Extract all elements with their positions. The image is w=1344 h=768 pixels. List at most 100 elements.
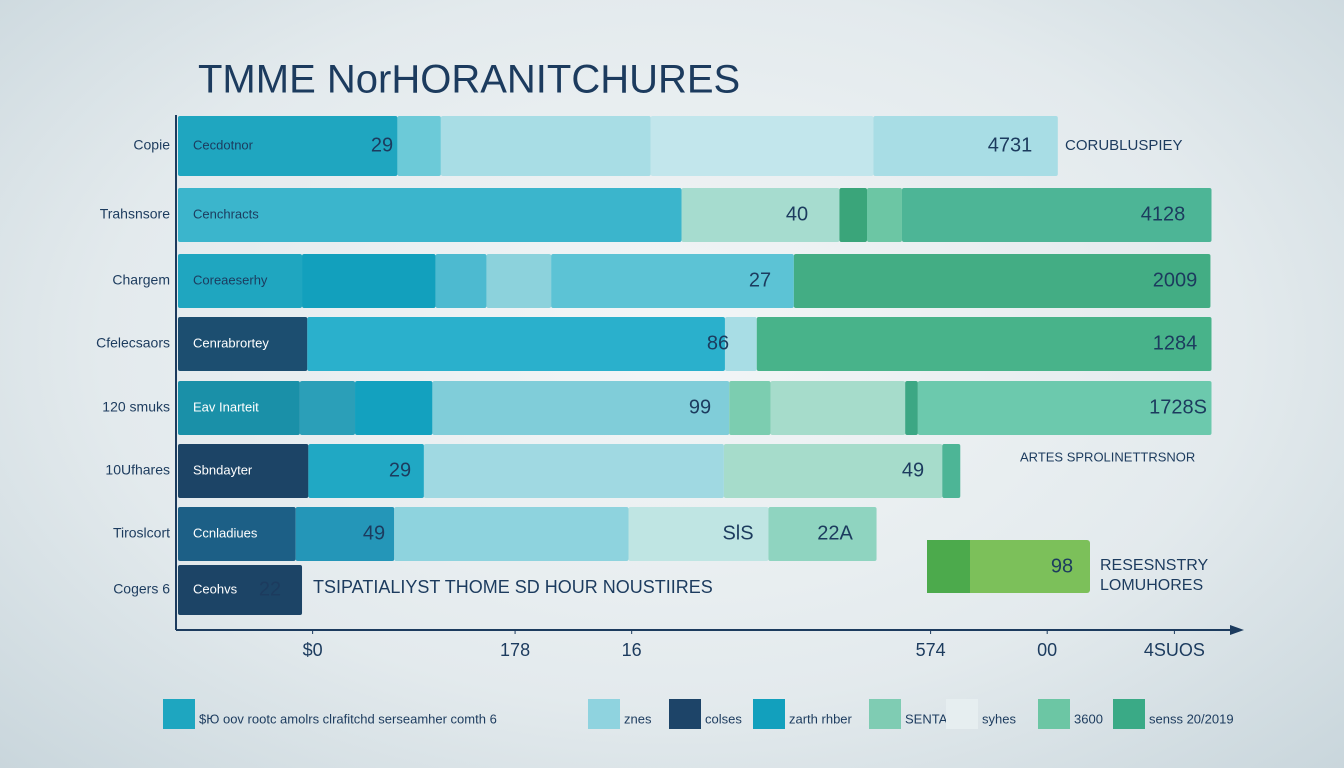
bar-text: 2009 <box>1153 269 1198 291</box>
legend-swatch <box>163 699 195 729</box>
legend-label: SENTA <box>905 711 948 726</box>
bar-segment <box>355 381 433 435</box>
category-label: Cogers 6 <box>113 581 170 597</box>
bar-text: 4731 <box>988 134 1033 156</box>
bar-segment <box>901 188 1212 242</box>
bar-segment <box>295 507 395 561</box>
bar-segment <box>423 444 724 498</box>
bar-segment <box>178 507 296 561</box>
legend-label: 3600 <box>1074 711 1103 726</box>
legend-swatch <box>1113 699 1145 729</box>
x-tick-label: $0 <box>303 640 323 660</box>
annotation: CORUBLUSPIEY <box>1065 137 1183 154</box>
bar-segment <box>308 444 424 498</box>
bar-segment <box>905 381 918 435</box>
bar-segment <box>839 188 867 242</box>
bar-segment <box>723 444 943 498</box>
x-tick-label: 178 <box>500 640 530 660</box>
bar-segment <box>681 188 840 242</box>
bar-inner-label: Ccnladiues <box>193 525 258 540</box>
bar-segment <box>178 116 398 176</box>
bar-segment <box>302 254 436 308</box>
bar-segment <box>440 116 651 176</box>
bar-text: 1728S <box>1149 396 1207 418</box>
bar-segment <box>435 254 487 308</box>
category-label: Cfelecsaors <box>96 335 170 351</box>
legend-swatch <box>946 699 978 729</box>
legend-swatch <box>1038 699 1070 729</box>
bar-segment <box>178 381 300 435</box>
bar-segment <box>299 381 356 435</box>
bar-segment <box>551 254 794 308</box>
bar-text: 27 <box>749 269 771 291</box>
bar-segment <box>724 317 757 371</box>
legend-swatch <box>669 699 701 729</box>
bar-segment <box>917 381 1212 435</box>
category-label: Chargem <box>112 272 170 288</box>
bar-inner-label: Cenchracts <box>193 206 259 221</box>
bar-text: 40 <box>786 203 808 225</box>
bar-segment <box>942 444 961 498</box>
bar-segment <box>178 317 308 371</box>
category-label: Copie <box>133 137 170 153</box>
bar-text: 4128 <box>1141 203 1186 225</box>
axis-arrow <box>1230 625 1244 635</box>
legend-swatch <box>753 699 785 729</box>
bar-segment <box>178 565 303 615</box>
bar-inner-label: Sbndayter <box>193 462 253 477</box>
category-label: Tiroslcort <box>113 525 170 541</box>
bar-segment <box>873 116 1058 176</box>
legend-label: znes <box>624 711 652 726</box>
bar-segment <box>432 381 730 435</box>
category-label: Trahsnsore <box>100 206 171 222</box>
legend-swatch <box>588 699 620 729</box>
legend-swatch <box>869 699 901 729</box>
x-tick-label: 16 <box>622 640 642 660</box>
bar-segment <box>650 116 874 176</box>
bar-text: 49 <box>363 522 385 544</box>
callout-box <box>927 540 970 593</box>
callout-label: RESESNSTRY <box>1100 557 1209 574</box>
bar-text: 49 <box>902 459 924 481</box>
legend-label: colses <box>705 711 742 726</box>
bar-segment <box>486 254 552 308</box>
bar-text: 29 <box>371 134 393 156</box>
bar-segment <box>628 507 769 561</box>
category-label: 120 smuks <box>102 399 170 415</box>
bar-text: 99 <box>689 396 711 418</box>
bar-inner-label: Cenrabrortey <box>193 335 269 350</box>
bar-segment <box>394 507 629 561</box>
bar-inner-label: Cecdotnor <box>193 137 254 152</box>
bar-text: 29 <box>389 459 411 481</box>
x-tick-label: 00 <box>1037 640 1057 660</box>
bar-segment <box>756 317 1212 371</box>
bar-text: 22 <box>259 578 281 600</box>
bar-segment <box>793 254 1211 308</box>
category-label: 10Ufhares <box>105 462 170 478</box>
bar-text: 1284 <box>1153 332 1198 354</box>
bar-segment <box>867 188 902 242</box>
bar-inner-label: Ceohvs <box>193 581 238 596</box>
bar-segment <box>178 188 682 242</box>
bar-text: 86 <box>707 332 729 354</box>
x-tick-label: 4SUOS <box>1144 640 1205 660</box>
bar-inner-label: Coreaeserhy <box>193 272 268 287</box>
legend-label: $Ю оov rootc amolrs clrafitchd serseamhe… <box>199 711 497 726</box>
callout-value: 98 <box>1051 555 1073 577</box>
bar-segment <box>307 317 725 371</box>
bar-segment <box>397 116 441 176</box>
legend-label: syhes <box>982 711 1016 726</box>
bar-segment <box>770 381 906 435</box>
bar-text: 22A <box>817 522 853 544</box>
bar-segment <box>768 507 877 561</box>
legend-label: zarth rhber <box>789 711 853 726</box>
bar-inner-label: Eav Inarteit <box>193 399 259 414</box>
callout-label: LOMUHORES <box>1100 577 1203 594</box>
bar-segment <box>178 444 309 498</box>
chart-title: TMME NorHORANITCHURES <box>198 58 740 102</box>
annotation: ARTES SPROLINETTRSNOR <box>1020 449 1195 464</box>
bar-segment <box>178 254 303 308</box>
bar-segment <box>729 381 771 435</box>
x-tick-label: 574 <box>916 640 946 660</box>
